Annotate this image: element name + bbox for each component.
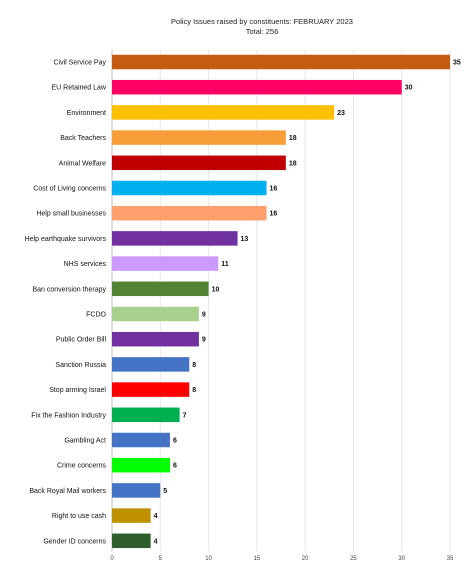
category-label: Crime concerns (57, 463, 107, 470)
x-tick-label: 5 (159, 556, 163, 562)
value-label: 18 (289, 160, 297, 167)
chart-subtitle: Total: 256 (246, 27, 279, 36)
x-tick-label: 10 (205, 556, 212, 562)
value-label: 13 (241, 236, 249, 243)
gridlines (111, 50, 451, 551)
value-label: 16 (270, 186, 278, 193)
category-label: Animal Welfare (59, 160, 106, 167)
value-label: 8 (192, 387, 196, 394)
value-label: 9 (202, 312, 206, 319)
bar-right-to-use-cash (112, 508, 151, 523)
category-label: Sanction Russia (55, 362, 106, 369)
labels: 0 5 10 15 20 25 30 35 Civil Service Pay 35 EU Reta… (25, 60, 461, 563)
category-label: EU Retained Law (52, 85, 107, 92)
category-label: Public Order Bill (56, 337, 107, 344)
value-label: 4 (154, 538, 158, 545)
category-label: Civil Service Pay (53, 60, 106, 67)
category-label: Help small businesses (36, 211, 106, 218)
bar-stop-arming-israel (112, 382, 190, 397)
bar-back-teachers (112, 130, 286, 145)
x-tick-label: 30 (398, 556, 405, 562)
bar-cost-of-living-concerns (112, 180, 267, 196)
category-label: Ban conversion therapy (32, 286, 106, 293)
category-label: Back Royal Mail workers (29, 488, 106, 495)
bar-ban-conversion-therapy (112, 281, 209, 297)
value-label: 5 (163, 488, 167, 495)
bar-help-earthquake-survivors (112, 231, 238, 246)
value-label: 9 (202, 337, 206, 344)
value-label: 16 (270, 211, 278, 218)
bar-animal-welfare (112, 155, 286, 171)
bar-fcdo (112, 306, 199, 322)
bar-public-order-bill (112, 331, 199, 347)
value-label: 6 (173, 438, 177, 445)
value-label: 11 (221, 261, 229, 268)
category-label: FCDO (86, 312, 106, 319)
value-label: 18 (289, 135, 297, 142)
bar-back-royal-mail-workers (112, 483, 161, 498)
bar-gambling-act (112, 432, 170, 448)
x-tick-label: 15 (254, 556, 261, 562)
value-label: 10 (212, 286, 220, 293)
category-label: Cost of Living concerns (33, 186, 106, 193)
value-label: 7 (183, 412, 187, 419)
value-label: 8 (192, 362, 196, 369)
category-label: NHS services (64, 261, 107, 268)
bars (112, 54, 450, 549)
bar-fix-the-fashion-industry (112, 407, 180, 423)
x-tick-label: 20 (302, 556, 309, 562)
value-label: 23 (337, 110, 345, 117)
category-label: Help earthquake survivors (25, 236, 107, 243)
x-tick-label: 35 (447, 556, 454, 562)
category-label: Gambling Act (64, 438, 106, 445)
value-label: 4 (154, 513, 158, 520)
bar-environment (112, 105, 335, 120)
bar-eu-retained-law (112, 79, 402, 95)
category-label: Back Teachers (60, 135, 106, 142)
value-label: 30 (405, 85, 413, 92)
value-label: 6 (173, 463, 177, 470)
bar-nhs-services (112, 256, 219, 271)
bar-help-small-businesses (112, 205, 267, 221)
bar-gender-id-concerns (112, 533, 151, 549)
category-label: Environment (67, 110, 106, 117)
chart-title: Policy Issues raised by constituents: FE… (171, 17, 353, 26)
bar-civil-service-pay (112, 54, 450, 70)
value-label: 35 (453, 60, 461, 67)
category-label: Right to use cash (52, 513, 106, 520)
category-label: Fix the Fashion Industry (31, 412, 106, 419)
x-tick-label: 0 (110, 556, 114, 562)
bar-crime-concerns (112, 457, 170, 473)
bar-sanction-russia (112, 357, 190, 372)
category-label: Stop arming Israel (49, 387, 106, 394)
x-tick-label: 25 (350, 556, 357, 562)
category-label: Gender ID concerns (43, 538, 106, 545)
